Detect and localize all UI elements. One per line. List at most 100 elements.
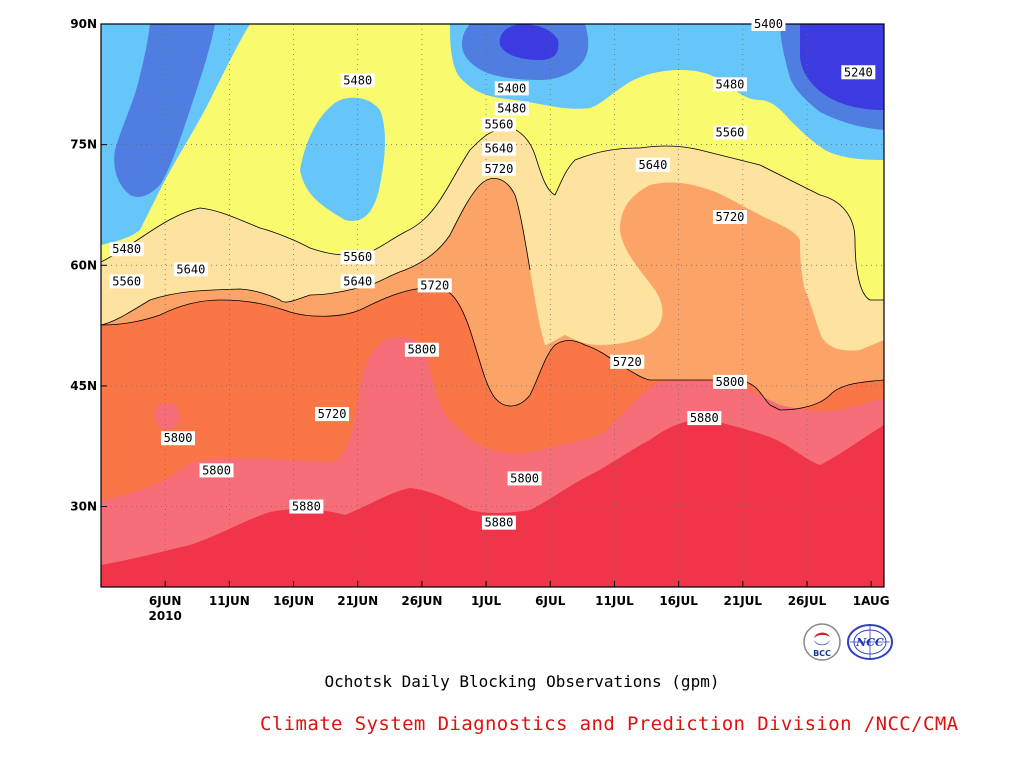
contour-label: 5800 — [404, 342, 439, 357]
contour-label-bg — [289, 499, 324, 514]
contour-label-text: 5640 — [176, 262, 205, 276]
contour-label: 5880 — [289, 499, 324, 514]
contour-label-text: 5480 — [497, 101, 526, 115]
contour-label-text: 5480 — [716, 77, 745, 91]
contour-label-text: 5880 — [484, 516, 513, 530]
contour-label: 5400 — [751, 17, 786, 31]
contour-label-bg — [712, 374, 747, 389]
contour-label-text: 5720 — [318, 407, 347, 421]
contour-label-bg — [340, 274, 375, 289]
contour-label-bg — [841, 65, 876, 80]
contour-label-text: 5800 — [202, 463, 231, 477]
contour-label: 5480 — [494, 101, 529, 116]
contour-line-5640 — [101, 287, 884, 411]
contour-label-text: 5880 — [292, 500, 321, 514]
contour-label: 5880 — [687, 411, 722, 426]
x-tick-label: 1AUG — [853, 594, 890, 608]
band-5240-5320-mid — [499, 24, 559, 60]
contour-label-bg — [481, 117, 516, 132]
x-tick-label: 26JUN — [401, 594, 442, 608]
contour-label-text: 5480 — [343, 73, 372, 87]
contour-label: 5800 — [161, 431, 196, 446]
contour-label-text: 5800 — [164, 431, 193, 445]
y-tick-label: 60N — [70, 258, 97, 272]
y-axis: 30N 45N 60N 75N 90N — [70, 17, 107, 514]
contour-label-bg — [687, 411, 722, 426]
contour-label-bg — [494, 101, 529, 116]
contour-label-text: 5400 — [497, 81, 526, 95]
contour-label-bg — [109, 274, 144, 289]
contour-label: 5560 — [712, 125, 747, 140]
contour-label-text: 5880 — [690, 411, 719, 425]
contour-label: 5880 — [481, 515, 516, 530]
band-5480-5560 — [101, 24, 884, 300]
contour-label-bg — [712, 210, 747, 225]
footer-credit: Climate System Diagnostics and Predictio… — [260, 713, 959, 735]
y-tick-label: 90N — [70, 17, 97, 31]
contour-label-text: 5560 — [343, 250, 372, 264]
x-tick-label: 6JUN — [149, 594, 182, 608]
contour-label-bg — [712, 125, 747, 140]
chart-title: Ochotsk Daily Blocking Observations (gpm… — [324, 672, 720, 691]
bcc-logo: BCC — [803, 623, 841, 661]
contour-label-bg — [199, 463, 234, 478]
contour-label: 5720 — [712, 210, 747, 225]
contour-label-text: 5560 — [484, 118, 513, 132]
contour-label-text: 5480 — [112, 242, 141, 256]
band-5400-5480-cell — [300, 97, 385, 221]
contour-label-bg — [404, 342, 439, 357]
contour-label-text: 5400 — [754, 17, 783, 31]
contour-label-bg — [340, 250, 375, 265]
y-tick-label: 75N — [70, 138, 97, 152]
contour-label-bg — [610, 354, 645, 369]
contour-label: 5560 — [109, 274, 144, 289]
cell-5800-small — [154, 402, 180, 430]
x-tick-label: 16JUL — [659, 594, 698, 608]
contour-label-text: 5720 — [420, 278, 449, 292]
contour-label-text: 5800 — [510, 471, 539, 485]
y-tick-label: 45N — [70, 379, 97, 393]
band-5880-plus — [101, 419, 884, 587]
contour-labels: 5400 5240 5480 5400 5480 5480 5560 5560 5640 5720… — [109, 17, 876, 530]
band-5320-5400-left — [114, 24, 215, 197]
contour-label-bg — [635, 157, 670, 172]
contour-label-text: 5720 — [484, 162, 513, 176]
contour-label: 5640 — [481, 141, 516, 156]
contour-label-bg — [481, 161, 516, 176]
contour-label-text: 5720 — [613, 355, 642, 369]
contour-label-text: 5640 — [638, 158, 667, 172]
contour-label-bg — [481, 515, 516, 530]
contour-label: 5480 — [712, 77, 747, 92]
contour-label-bg — [109, 242, 144, 257]
contour-label: 5720 — [315, 407, 350, 422]
contour-label-text: 5800 — [407, 343, 436, 357]
x-tick-label: 11JUN — [209, 594, 250, 608]
contour-label: 5560 — [481, 117, 516, 132]
contour-label-bg — [507, 471, 542, 486]
x-tick-label: 1JUL — [471, 594, 502, 608]
grid — [101, 24, 884, 587]
contour-label: 5720 — [610, 354, 645, 369]
x-tick-label: 21JUL — [724, 594, 763, 608]
plot-frame — [100, 23, 885, 588]
contour-label: 5480 — [340, 73, 375, 88]
x-tick-label: 16JUN — [273, 594, 314, 608]
contour-label-text: 5720 — [716, 210, 745, 224]
contour-fills — [101, 24, 884, 587]
contour-label: 5800 — [712, 374, 747, 389]
x-tick-label: 21JUN — [337, 594, 378, 608]
contour-label-bg — [417, 278, 452, 293]
contour-label: 5240 — [841, 65, 876, 80]
contour-label-bg — [173, 262, 208, 277]
contour-label-text: 5240 — [844, 65, 873, 79]
contour-label-text: 5640 — [343, 274, 372, 288]
contour-label-bg — [481, 141, 516, 156]
x-tick-label: 26JUL — [788, 594, 827, 608]
x-tick-label: 6JUL — [535, 594, 566, 608]
contour-label: 5720 — [417, 278, 452, 293]
contour-label-bg — [712, 77, 747, 92]
contour-label-bg — [751, 17, 786, 31]
x-tick-label: 11JUL — [595, 594, 634, 608]
